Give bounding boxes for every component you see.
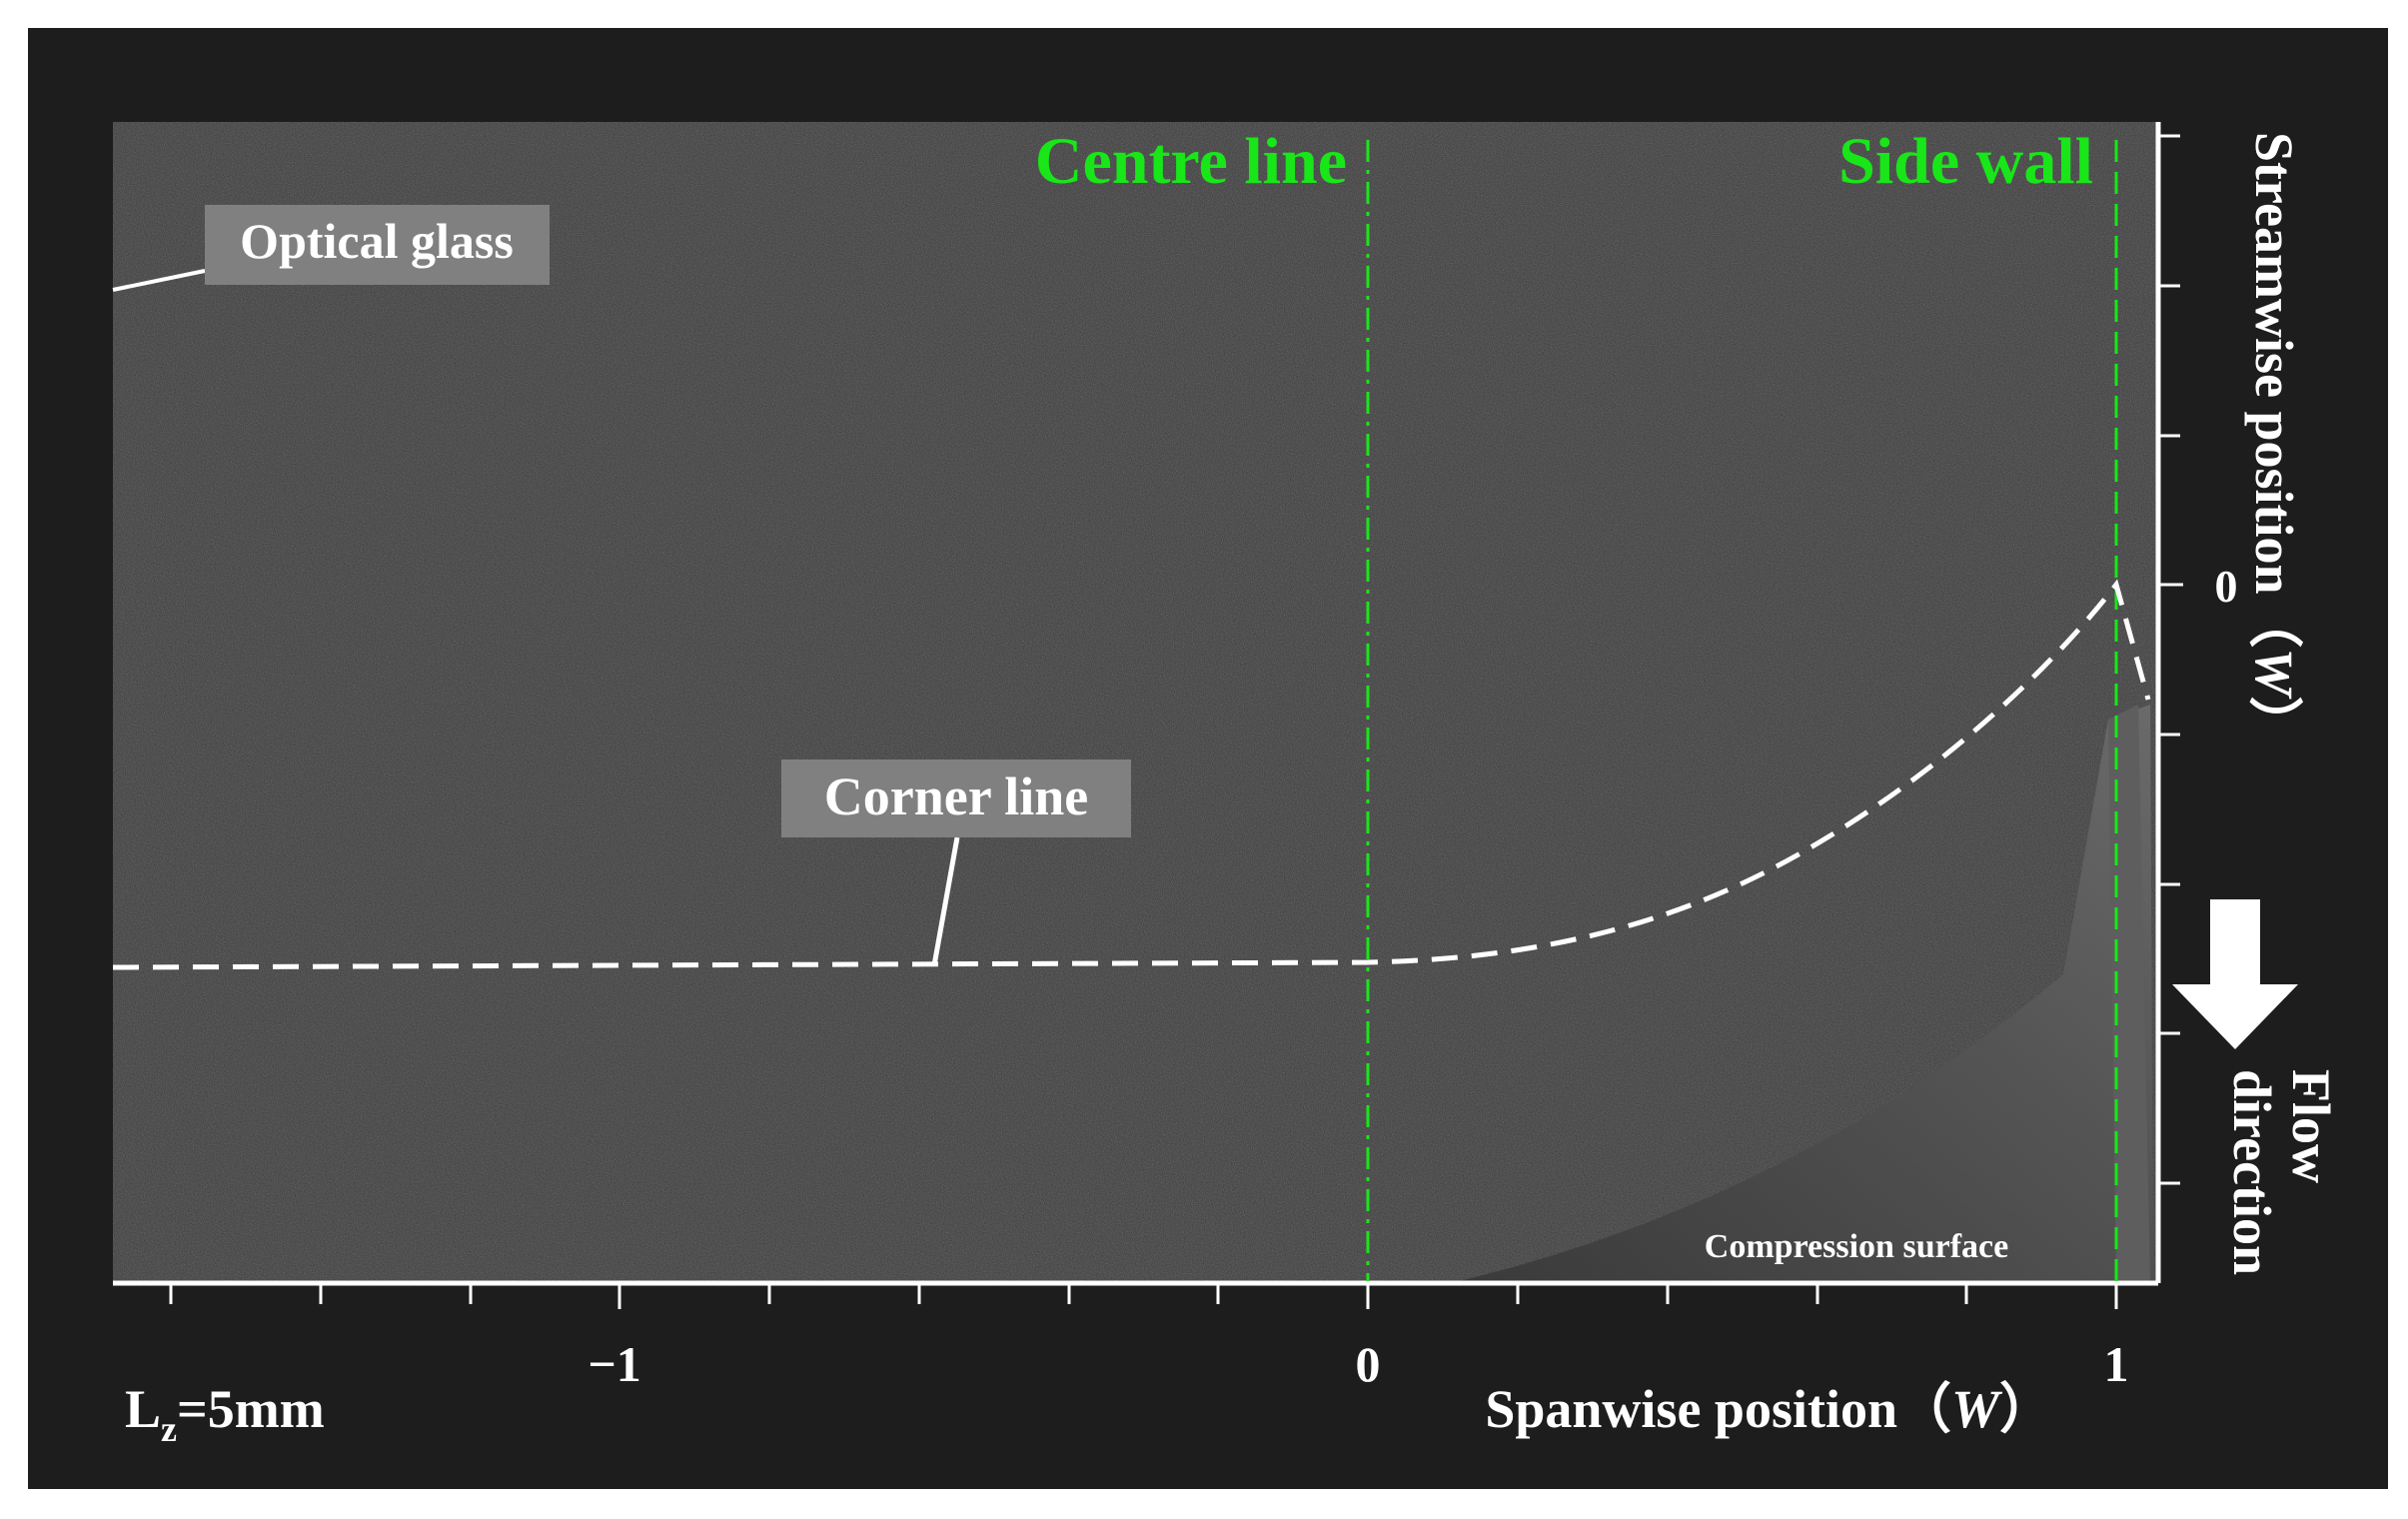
flow-direction-label-1: Flow bbox=[2281, 1069, 2341, 1183]
optical-glass-label-box bbox=[205, 205, 550, 285]
x-tick-marks bbox=[169, 1283, 2118, 1309]
side-wall-strip bbox=[2108, 705, 2150, 1281]
x-tick-label-0: 0 bbox=[1356, 1336, 1381, 1392]
image-grain-texture bbox=[113, 122, 2156, 1281]
y-axis-title: Streamwise position（W） bbox=[2244, 132, 2304, 751]
compression-surface-region bbox=[1459, 705, 2153, 1281]
corner-line-label-box bbox=[781, 760, 1131, 837]
x-axis-title: Spanwise position（W） bbox=[1485, 1379, 2053, 1439]
y-tick-label-0: 0 bbox=[2215, 561, 2238, 612]
side-wall-label: Side wall bbox=[1838, 125, 2093, 198]
compression-surface-label: Compression surface bbox=[1705, 1228, 2008, 1265]
corner-line-curve bbox=[112, 579, 2151, 970]
lz-label: Lz=5mm bbox=[125, 1379, 325, 1449]
optical-glass-label: Optical glass bbox=[240, 213, 514, 269]
y-tick-marks bbox=[2158, 134, 2183, 1185]
corner-line-leader bbox=[931, 836, 960, 966]
x-tick-label-minus1: −1 bbox=[588, 1336, 641, 1392]
flow-direction-label-2: direction bbox=[2222, 1069, 2282, 1275]
optical-glass-leader bbox=[112, 269, 206, 292]
centre-line-label: Centre line bbox=[1035, 125, 1347, 198]
x-tick-label-1: 1 bbox=[2104, 1336, 2129, 1392]
flow-direction-arrow bbox=[2172, 899, 2298, 1049]
corner-line-label: Corner line bbox=[824, 766, 1088, 826]
